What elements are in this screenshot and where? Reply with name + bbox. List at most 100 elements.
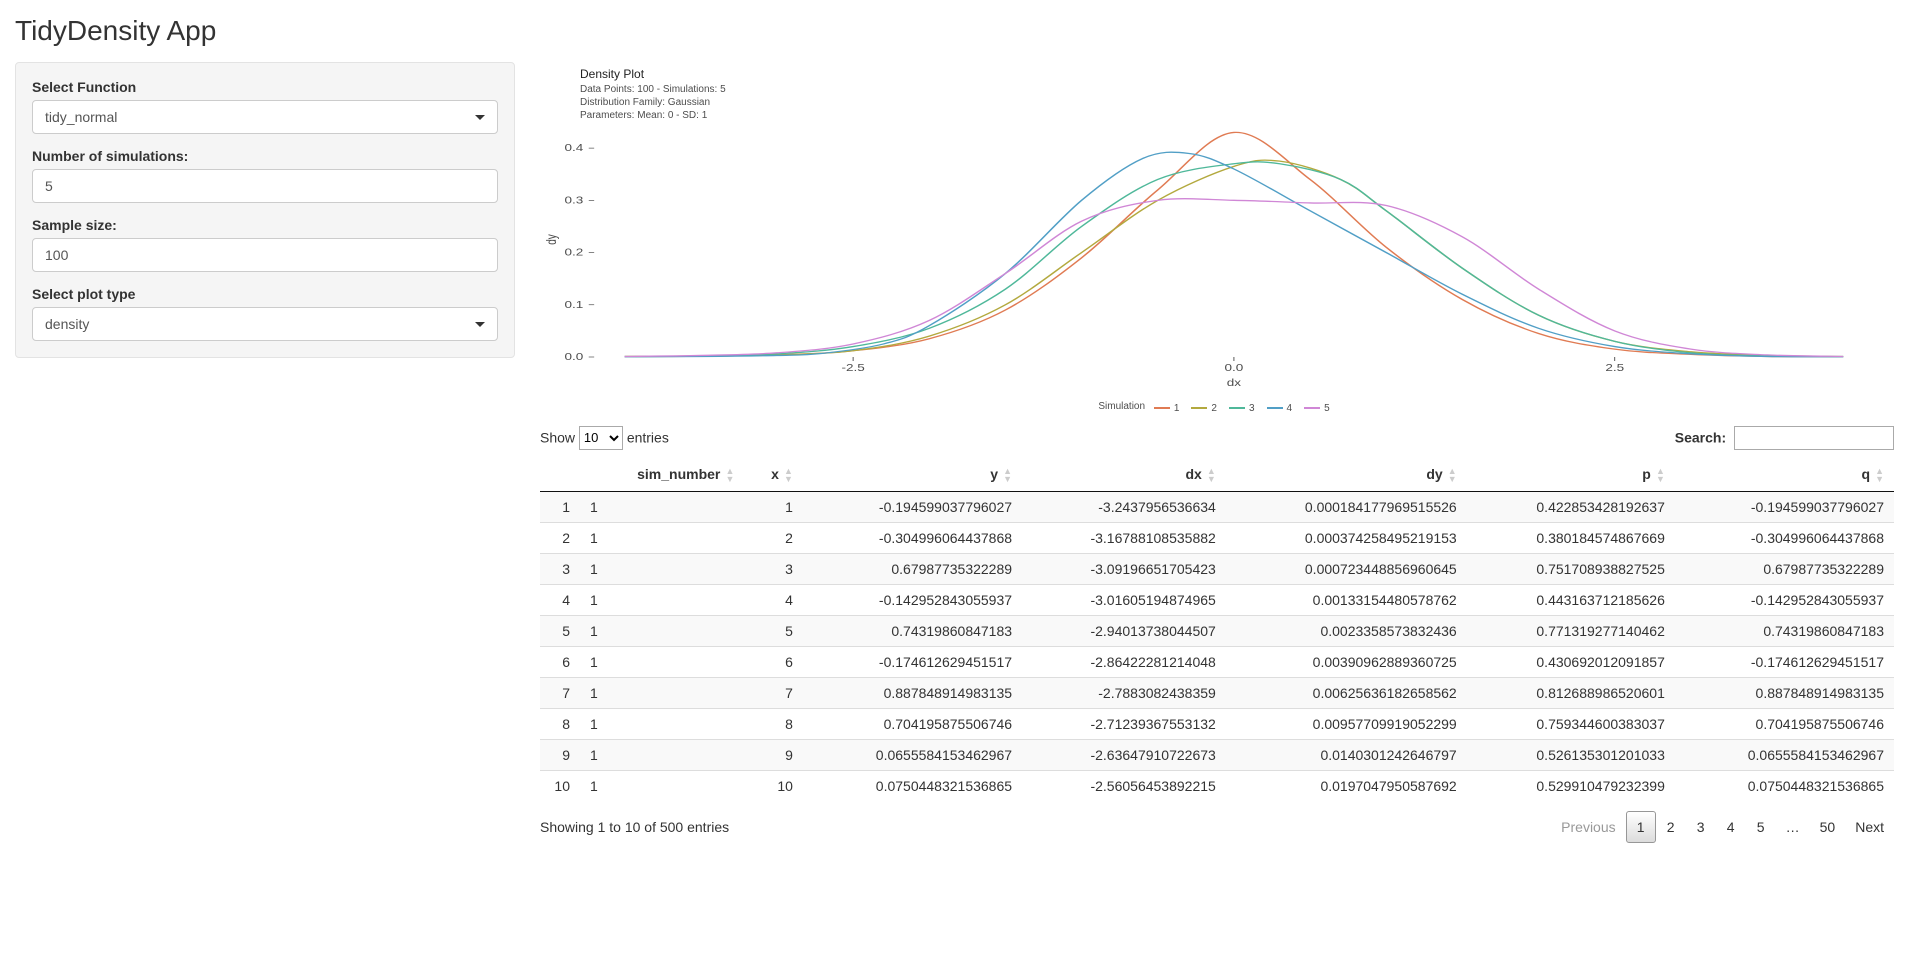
page-button[interactable]: 50 [1810,811,1846,843]
table-cell: 0.526135301201033 [1467,739,1675,770]
search-label: Search: [1675,429,1726,445]
svg-text:0.0: 0.0 [1225,362,1244,374]
table-row: 111-0.194599037796027-3.24379565366340.0… [540,491,1894,522]
legend-swatch [1229,407,1245,409]
table-cell: -0.174612629451517 [803,646,1022,677]
search-input[interactable] [1734,426,1894,450]
search-control: Search: [1675,426,1894,450]
length-select[interactable]: 102550100 [579,426,623,450]
table-cell: 0.529910479232399 [1467,770,1675,801]
table-row: 414-0.142952843055937-3.016051948749650.… [540,584,1894,615]
page-button[interactable]: 2 [1656,811,1686,843]
table-cell: 0.00957709919052299 [1226,708,1467,739]
table-cell: 1 [580,708,744,739]
legend-label: 4 [1287,403,1293,414]
plot-subtitle-1: Data Points: 100 - Simulations: 5 [580,83,726,96]
table-cell: 0.00133154480578762 [1226,584,1467,615]
table-cell: -3.09196651705423 [1022,553,1226,584]
sort-icon: ▲▼ [1655,467,1665,483]
show-label-post: entries [627,429,669,445]
table-row: 8180.704195875506746-2.712393675531320.0… [540,708,1894,739]
table-cell: 8 [540,708,580,739]
table-cell: -3.16788108535882 [1022,522,1226,553]
table-cell: 0.812688986520601 [1467,677,1675,708]
plot-type-select[interactable]: density [32,307,498,341]
legend-swatch [1191,407,1207,409]
table-cell: 0.74319860847183 [1675,615,1894,646]
svg-text:-2.5: -2.5 [841,362,865,374]
function-select[interactable]: tidy_normal [32,100,498,134]
svg-text:dy: dy [544,234,560,245]
table-cell: 4 [744,584,803,615]
column-header[interactable]: dx▲▼ [1022,458,1226,492]
table-cell: 1 [744,491,803,522]
show-label-pre: Show [540,429,575,445]
column-header[interactable]: x▲▼ [744,458,803,492]
table-cell: 7 [540,677,580,708]
column-header[interactable] [540,458,580,492]
table-cell: 0.887848914983135 [803,677,1022,708]
table-row: 7170.887848914983135-2.78830824383590.00… [540,677,1894,708]
table-cell: 0.67987735322289 [1675,553,1894,584]
page-button[interactable]: 4 [1716,811,1746,843]
sims-input[interactable] [32,169,498,203]
table-cell: 6 [744,646,803,677]
table-cell: 2 [744,522,803,553]
column-header[interactable]: p▲▼ [1467,458,1675,492]
table-cell: 10 [540,770,580,801]
table-cell: 0.422853428192637 [1467,491,1675,522]
legend-label: 1 [1174,403,1180,414]
table-cell: 6 [540,646,580,677]
table-cell: 0.704195875506746 [1675,708,1894,739]
table-cell: 0.380184574867669 [1467,522,1675,553]
sample-label: Sample size: [32,217,498,233]
table-cell: 1 [580,677,744,708]
page-button[interactable]: 1 [1626,811,1656,843]
column-header[interactable]: sim_number▲▼ [580,458,744,492]
table-cell: 0.0655584153462967 [803,739,1022,770]
legend-item: 2 [1191,403,1217,414]
sort-icon: ▲▼ [724,467,734,483]
pagination: Previous12345…50Next [1551,811,1894,843]
table-cell: 1 [580,646,744,677]
table-cell: -2.71239367553132 [1022,708,1226,739]
table-cell: 5 [540,615,580,646]
table-cell: 0.704195875506746 [803,708,1022,739]
next-button[interactable]: Next [1845,811,1894,843]
table-cell: 1 [580,615,744,646]
table-cell: -0.142952843055937 [803,584,1022,615]
table-cell: 0.0750448321536865 [803,770,1022,801]
svg-text:0.3: 0.3 [565,194,584,206]
table-cell: 1 [580,522,744,553]
column-header[interactable]: y▲▼ [803,458,1022,492]
table-cell: 5 [744,615,803,646]
table-cell: 8 [744,708,803,739]
table-cell: -0.194599037796027 [803,491,1022,522]
sample-input[interactable] [32,238,498,272]
table-cell: 9 [744,739,803,770]
column-header[interactable]: q▲▼ [1675,458,1894,492]
table-cell: 0.0023358573832436 [1226,615,1467,646]
table-cell: -3.2437956536634 [1022,491,1226,522]
table-cell: 1 [540,491,580,522]
table-cell: -0.142952843055937 [1675,584,1894,615]
page-button[interactable]: 3 [1686,811,1716,843]
page-button[interactable]: 5 [1746,811,1776,843]
plot-title: Density Plot [580,67,726,83]
table-cell: -2.86422281214048 [1022,646,1226,677]
legend-item: 1 [1154,403,1180,414]
table-cell: 3 [744,553,803,584]
ellipsis: … [1776,811,1810,843]
plot-caption: Parameters: Mean: 0 - SD: 1 [580,109,726,122]
column-header[interactable]: dy▲▼ [1226,458,1467,492]
table-cell: 0.000184177969515526 [1226,491,1467,522]
plot-legend: Simulation 12345 [540,401,1894,414]
sort-icon: ▲▼ [783,467,793,483]
legend-swatch [1154,407,1170,409]
table-cell: -0.304996064437868 [803,522,1022,553]
legend-item: 4 [1267,403,1293,414]
data-table: sim_number▲▼x▲▼y▲▼dx▲▼dy▲▼p▲▼q▲▼ 111-0.1… [540,458,1894,801]
table-cell: 1 [580,491,744,522]
table-cell: 0.771319277140462 [1467,615,1675,646]
table-cell: 0.430692012091857 [1467,646,1675,677]
